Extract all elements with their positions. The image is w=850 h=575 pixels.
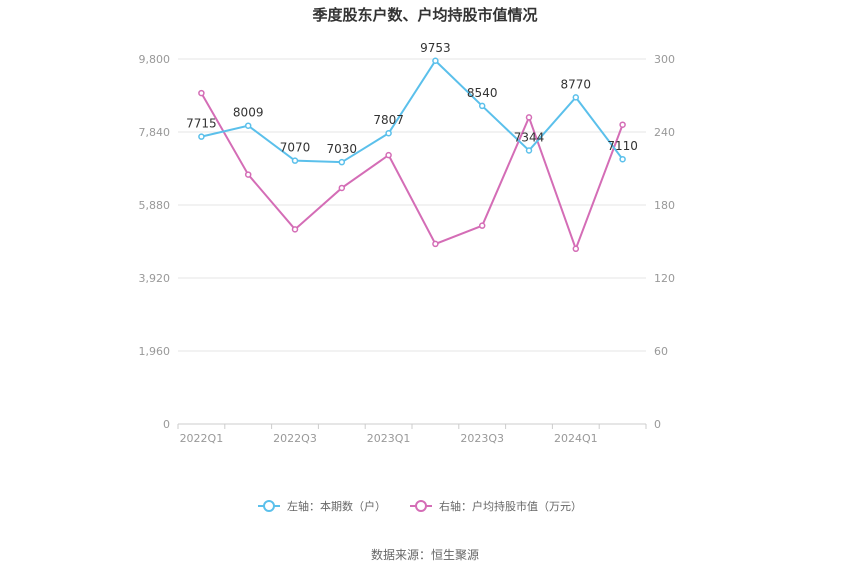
x-tick-label: 2022Q1 — [180, 432, 224, 445]
data-point[interactable] — [619, 121, 626, 128]
series-line — [200, 92, 624, 252]
left-tick-label: 7,840 — [139, 126, 171, 139]
left-tick-label: 9,800 — [139, 53, 171, 66]
data-point[interactable] — [619, 155, 626, 163]
legend-marker-icon — [415, 500, 427, 512]
series-line — [201, 59, 624, 164]
data-point[interactable] — [478, 222, 486, 229]
data-point[interactable] — [198, 133, 205, 140]
x-tick-label: 2023Q3 — [460, 432, 504, 445]
data-point[interactable] — [244, 171, 252, 178]
right-tick-label: 0 — [654, 418, 661, 431]
legend-label: 右轴：户均持股市值（万元） — [439, 499, 582, 513]
left-tick-label: 1,960 — [139, 345, 171, 358]
data-point[interactable] — [338, 184, 346, 192]
grid-lines — [178, 58, 646, 352]
data-label: 7030 — [327, 142, 358, 156]
x-tick-label: 2022Q3 — [273, 432, 317, 445]
left-axis: 0 1,960 3,920 5,880 7,840 9,800 — [139, 53, 171, 431]
right-axis: 0 60 120 180 240 300 — [654, 53, 675, 431]
data-point[interactable] — [432, 57, 439, 65]
series-layer: 7715 8009 7070 7030 7807 9753 8540 7344 8770 7110 — [186, 41, 638, 253]
data-label: 7715 — [186, 117, 217, 131]
legend-item[interactable]: 右轴：户均持股市值（万元） — [410, 499, 582, 513]
legend[interactable]: 左轴：本期数（户） 右轴：户均持股市值（万元） — [258, 499, 582, 513]
right-tick-label: 240 — [654, 126, 675, 139]
right-tick-label: 180 — [654, 199, 675, 212]
data-label: 9753 — [420, 41, 451, 55]
x-axis: 2022Q1 2022Q3 2023Q1 2023Q3 2024Q1 — [177, 423, 647, 445]
legend-label: 左轴：本期数（户） — [287, 499, 386, 513]
data-label: 7344 — [514, 130, 545, 144]
data-point[interactable] — [291, 157, 299, 164]
left-tick-label: 3,920 — [139, 272, 171, 285]
right-tick-label: 120 — [654, 272, 675, 285]
data-label: 7110 — [607, 139, 638, 153]
data-point[interactable] — [432, 240, 439, 248]
data-point[interactable] — [572, 245, 580, 253]
data-label: 8770 — [561, 77, 592, 91]
data-label: 8009 — [233, 106, 264, 120]
data-point[interactable] — [525, 114, 533, 121]
legend-item[interactable]: 左轴：本期数（户） — [258, 499, 386, 513]
data-point[interactable] — [525, 147, 533, 154]
data-point[interactable] — [385, 129, 392, 137]
left-tick-label: 0 — [163, 418, 170, 431]
right-tick-label: 300 — [654, 53, 675, 66]
data-point[interactable] — [338, 158, 346, 166]
legend-marker-icon — [263, 500, 275, 512]
source-note: 数据来源：恒生聚源 — [371, 547, 479, 562]
series-avg-market-value — [198, 89, 626, 253]
data-label: 8540 — [467, 86, 498, 100]
data-label: 7070 — [280, 141, 311, 155]
left-tick-label: 5,880 — [139, 199, 171, 212]
data-point[interactable] — [244, 122, 252, 129]
x-tick-label: 2023Q1 — [367, 432, 411, 445]
data-point[interactable] — [385, 151, 392, 159]
data-point[interactable] — [198, 89, 205, 97]
data-point[interactable] — [478, 102, 486, 110]
chart-title: 季度股东户数、户均持股市值情况 — [312, 6, 537, 24]
series-shareholders: 7715 8009 7070 7030 7807 9753 8540 7344 8770 7110 — [186, 41, 638, 166]
right-tick-label: 60 — [654, 345, 668, 358]
x-tick-label: 2024Q1 — [554, 432, 598, 445]
data-point[interactable] — [572, 94, 580, 101]
data-label: 7807 — [373, 113, 404, 127]
data-point[interactable] — [291, 226, 299, 233]
